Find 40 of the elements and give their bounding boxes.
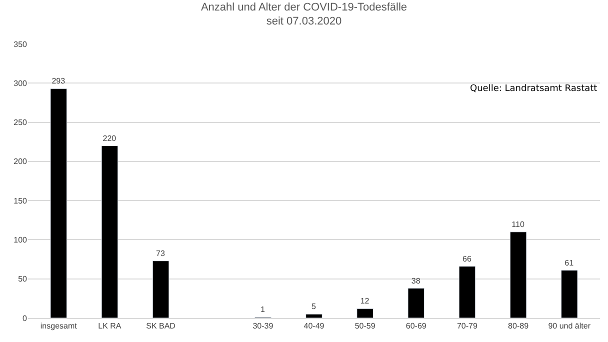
- bar: [101, 146, 118, 318]
- x-tick-label: LK RA: [98, 322, 122, 331]
- x-tick-label: insgesamt: [40, 322, 78, 331]
- x-tick-label: 60-69: [406, 322, 427, 331]
- data-label: 66: [462, 254, 472, 264]
- y-tick-label: 250: [14, 118, 28, 128]
- data-label: 293: [52, 76, 66, 86]
- chart-subtitle: seit 07.03.2020: [266, 16, 342, 28]
- data-label: 5: [312, 302, 316, 312]
- data-label: 73: [156, 248, 166, 258]
- chart-title: Anzahl und Alter der COVID-19-Todesfälle: [200, 1, 408, 14]
- x-tick-label: 80-89: [508, 322, 530, 331]
- bar: [458, 266, 476, 318]
- x-tick-label: 30-39: [252, 322, 274, 331]
- y-tick-label: 350: [14, 40, 28, 49]
- bar: [510, 232, 527, 318]
- x-tick-label: SK BAD: [146, 322, 176, 331]
- data-label: 61: [564, 258, 574, 268]
- bar: [152, 260, 170, 318]
- y-tick-label: 0: [22, 314, 28, 323]
- x-tick-label: 50-59: [354, 322, 376, 331]
- y-tick-label: 50: [18, 274, 28, 284]
- bar: [560, 270, 578, 318]
- x-tick-label: 70-79: [456, 322, 478, 331]
- data-label: 12: [360, 296, 370, 306]
- y-tick-label: 200: [14, 157, 28, 166]
- bar: [356, 308, 374, 318]
- bar: [408, 288, 425, 318]
- annotation: Quelle: Landratsamt Rastatt: [470, 84, 598, 94]
- data-label: 38: [411, 276, 421, 286]
- y-tick-label: 300: [14, 78, 28, 88]
- data-label: 1: [260, 305, 266, 314]
- x-tick-label: 90 und älter: [548, 322, 591, 331]
- data-label: 110: [512, 220, 525, 229]
- bar: [306, 314, 322, 318]
- x-tick-label: 40-49: [304, 322, 325, 331]
- data-label: 220: [102, 134, 117, 143]
- bar: [50, 88, 68, 318]
- y-tick-label: 150: [14, 196, 28, 206]
- y-tick-label: 100: [14, 236, 28, 245]
